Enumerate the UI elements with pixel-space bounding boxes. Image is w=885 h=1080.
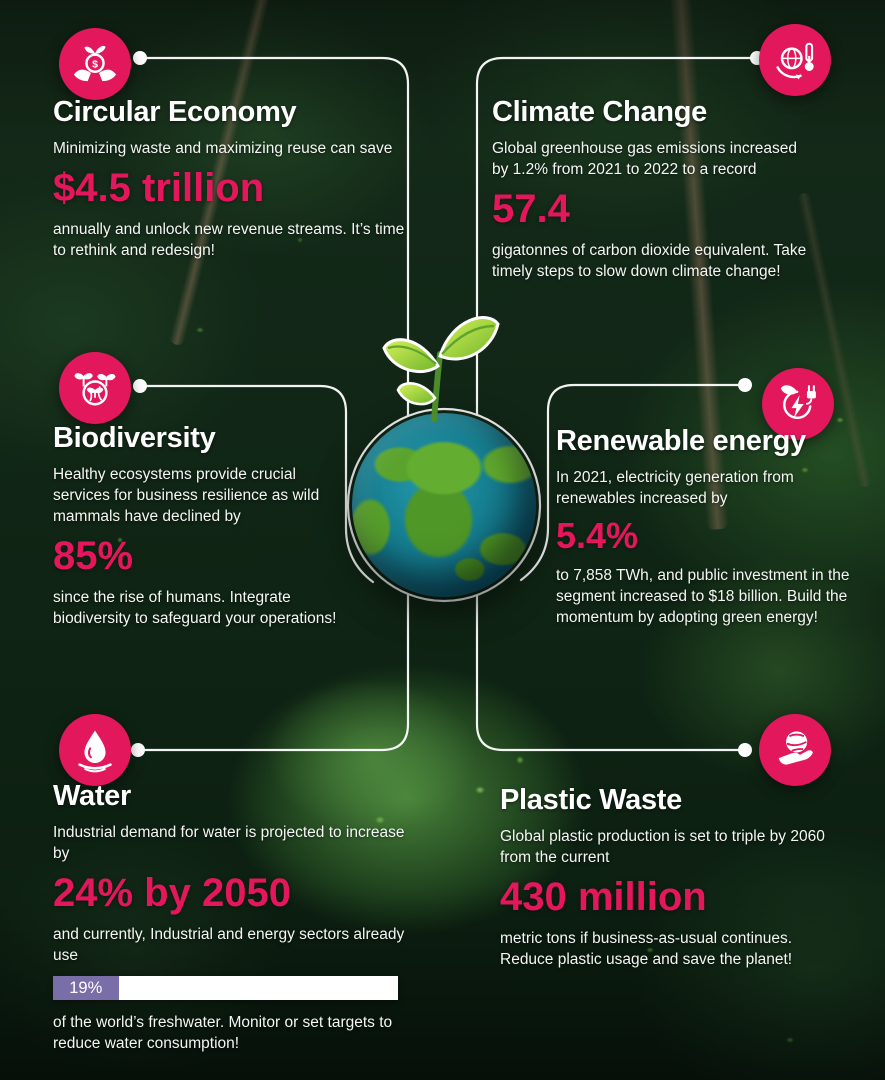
section-title: Circular Economy [53, 96, 297, 128]
globe-sprouts-icon [59, 352, 131, 424]
earth-globe [352, 413, 536, 597]
money-hands-icon: $ [59, 28, 131, 100]
stat-value: 5.4% [556, 515, 639, 557]
leaf-bolt-plug-icon [762, 368, 834, 440]
stat-value: 57.4 [492, 187, 570, 232]
freshwater-usage-bar-label: 19% [69, 978, 103, 997]
freshwater-usage-bar-fill: 19% [53, 976, 119, 1001]
section-title: Plastic Waste [500, 784, 682, 816]
section-lead: Industrial demand for water is projected… [53, 824, 405, 863]
section-tail: annually and unlock new revenue streams.… [53, 221, 405, 260]
section-tail: to 7,858 TWh, and public investment in t… [556, 566, 850, 627]
section-lead: Minimizing waste and maximizing reuse ca… [53, 140, 393, 157]
section-tail: gigatonnes of carbon dioxide equivalent.… [492, 242, 807, 281]
section-tail-2: of the world’s freshwater. Monitor or se… [53, 1014, 393, 1053]
section-water: Water Industrial demand for water is pro… [53, 780, 405, 1060]
section-circular-economy: Circular Economy Minimizing waste and ma… [53, 96, 405, 267]
globe-thermometer-cycle-icon [759, 24, 831, 96]
freshwater-usage-bar: 19% [53, 976, 398, 1001]
svg-text:$: $ [92, 58, 98, 70]
water-drop-icon [59, 714, 131, 786]
stat-value: 430 million [500, 875, 707, 920]
section-climate-change: Climate Change Global greenhouse gas emi… [492, 96, 810, 288]
section-tail: metric tons if business-as-usual continu… [500, 930, 793, 969]
section-lead: Global plastic production is set to trip… [500, 828, 825, 867]
section-lead: Healthy ecosystems provide crucial servi… [53, 466, 320, 526]
section-title: Renewable energy [556, 425, 806, 457]
section-tail: and currently, Industrial and energy sec… [53, 926, 405, 965]
section-biodiversity: Biodiversity Healthy ecosystems provide … [53, 422, 349, 635]
hand-globe-icon [759, 714, 831, 786]
stat-value: 85% [53, 534, 134, 579]
section-lead: In 2021, electricity generation from ren… [556, 469, 794, 508]
section-tail: since the rise of humans. Integrate biod… [53, 589, 337, 628]
stat-value: 24% by 2050 [53, 871, 291, 916]
section-title: Climate Change [492, 96, 707, 128]
section-title: Biodiversity [53, 422, 216, 454]
section-plastic-waste: Plastic Waste Global plastic production … [500, 784, 832, 976]
sprout-icon [382, 316, 500, 422]
stat-value: $4.5 trillion [53, 166, 265, 211]
section-title: Water [53, 780, 131, 812]
section-lead: Global greenhouse gas emissions increase… [492, 140, 798, 179]
section-renewable-energy: Renewable energy In 2021, electricity ge… [556, 425, 858, 634]
